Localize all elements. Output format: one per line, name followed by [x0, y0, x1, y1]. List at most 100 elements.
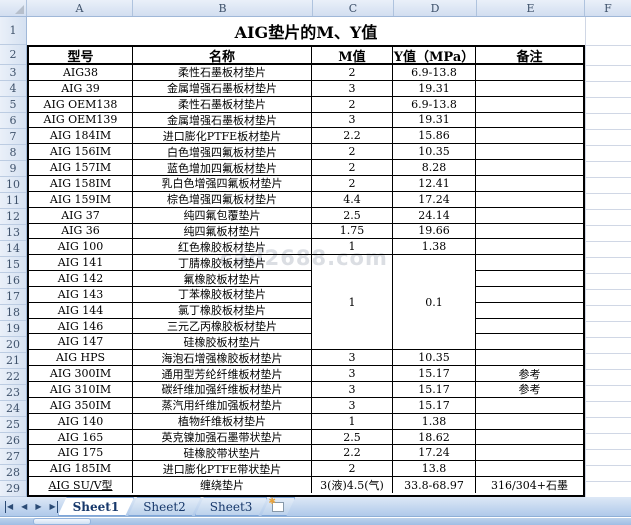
cell-y[interactable]: 15.17: [393, 397, 476, 414]
cell-name[interactable]: 乳白色增强四氟板材垫片: [133, 175, 312, 192]
cell-y[interactable]: 15.86: [393, 128, 476, 145]
cell-y[interactable]: 19.31: [393, 80, 476, 97]
cell-m[interactable]: 1: [312, 413, 393, 430]
cell-name[interactable]: 纯四氟板材垫片: [133, 223, 312, 240]
row-header[interactable]: 27: [0, 449, 26, 465]
cell-note[interactable]: [476, 398, 583, 414]
row-header[interactable]: 14: [0, 241, 26, 257]
cell-model[interactable]: AIG 185IM: [29, 461, 133, 478]
cell-m[interactable]: 2: [312, 175, 393, 192]
cell-model[interactable]: AIG 300IM: [29, 366, 133, 383]
cell-note[interactable]: 316/304+石墨: [491, 479, 568, 493]
cell-note[interactable]: [476, 97, 583, 113]
cell-model[interactable]: AIG OEM138: [29, 96, 133, 113]
cell-name[interactable]: 丁腈橡胶板材垫片: [133, 255, 312, 272]
cell-name[interactable]: 通用型芳纶纤维板材垫片: [133, 366, 312, 383]
cell-m[interactable]: 2.2: [312, 445, 393, 462]
cell-m[interactable]: 1: [312, 239, 393, 256]
cell-note[interactable]: [476, 461, 583, 478]
cell-m[interactable]: 2: [312, 96, 393, 113]
horizontal-scrollbar[interactable]: [0, 518, 631, 525]
cell-model[interactable]: AIG 142: [29, 271, 133, 287]
cell-note[interactable]: [476, 334, 583, 351]
cell-note[interactable]: [476, 160, 583, 176]
cell-y[interactable]: 24.14: [393, 207, 476, 224]
cell-m[interactable]: 3: [312, 112, 393, 129]
row-header[interactable]: 16: [0, 273, 26, 289]
cell-note[interactable]: [476, 430, 583, 446]
row-header[interactable]: 25: [0, 417, 26, 433]
cell-name[interactable]: 三元乙丙橡胶板材垫片: [133, 318, 312, 335]
cell-model[interactable]: AIG HPS: [29, 350, 133, 367]
cell-model[interactable]: AIG 146: [29, 318, 133, 335]
cell-y[interactable]: 15.17: [393, 366, 476, 383]
row-header[interactable]: 17: [0, 289, 26, 305]
cell-note[interactable]: [476, 255, 583, 272]
cell-m[interactable]: 2.2: [312, 128, 393, 145]
cell-model[interactable]: AIG SU/V型: [29, 477, 133, 493]
insert-worksheet-tab[interactable]: ✱: [261, 497, 295, 516]
cell-model[interactable]: AIG 310IM: [29, 382, 133, 398]
row-header[interactable]: 20: [0, 337, 26, 353]
cell-name[interactable]: 蓝色增加四氟板材垫片: [133, 160, 312, 176]
row-header[interactable]: 4: [0, 81, 26, 97]
cell-m[interactable]: 3: [312, 382, 393, 398]
header-m-value[interactable]: M值: [312, 47, 393, 65]
header-name[interactable]: 名称: [133, 47, 312, 65]
first-sheet-icon[interactable]: ◀: [5, 500, 14, 513]
select-all-corner[interactable]: [0, 0, 27, 16]
row-header[interactable]: 26: [0, 433, 26, 449]
row-header[interactable]: 12: [0, 209, 26, 225]
cell-name[interactable]: 柔性石墨板材垫片: [133, 96, 312, 113]
cell-name[interactable]: 金属增强石墨板材垫片: [133, 80, 312, 97]
row-header[interactable]: 22: [0, 369, 26, 385]
cell-y-merged[interactable]: 0.1: [393, 255, 476, 351]
cell-m[interactable]: 2.5: [312, 207, 393, 224]
row-header[interactable]: 29: [0, 481, 26, 497]
cell-m[interactable]: 2: [312, 160, 393, 176]
cell-y[interactable]: 6.9-13.8: [393, 96, 476, 113]
next-sheet-icon[interactable]: ▶: [35, 501, 42, 511]
row-header[interactable]: 15: [0, 257, 26, 273]
prev-sheet-icon[interactable]: ◀: [21, 501, 28, 511]
cell-model[interactable]: AIG OEM139: [29, 112, 133, 129]
cell-m[interactable]: 2.5: [312, 429, 393, 446]
cell-m[interactable]: 2: [312, 65, 393, 81]
cell-y[interactable]: 1.38: [393, 239, 476, 256]
row-header[interactable]: 28: [0, 465, 26, 481]
row-header[interactable]: 13: [0, 225, 26, 241]
header-model[interactable]: 型号: [29, 47, 133, 65]
horizontal-scrollbar-thumb[interactable]: [33, 518, 91, 525]
cell-model[interactable]: AIG 165: [29, 429, 133, 446]
cell-note[interactable]: [476, 414, 583, 430]
cell-model[interactable]: AIG 100: [29, 239, 133, 256]
cell-note[interactable]: [476, 271, 583, 287]
cell-y[interactable]: 12.41: [393, 175, 476, 192]
cell-name[interactable]: 英克镍加强石墨带状垫片: [133, 429, 312, 446]
cell-model[interactable]: AIG 159IM: [29, 191, 133, 208]
cell-model[interactable]: AIG 144: [29, 302, 133, 319]
cell-y[interactable]: 10.35: [393, 350, 476, 367]
cell-name[interactable]: 缠绕垫片: [133, 477, 312, 493]
cell-model[interactable]: AIG 36: [29, 223, 133, 240]
row-header[interactable]: 24: [0, 401, 26, 417]
cell-note[interactable]: 参考: [476, 382, 583, 398]
cell-model[interactable]: AIG 143: [29, 286, 133, 303]
cell-note[interactable]: 参考: [476, 366, 583, 383]
cell-model[interactable]: AIG 147: [29, 334, 133, 351]
cell-note[interactable]: [476, 350, 583, 367]
cell-model[interactable]: AIG 350IM: [29, 397, 133, 414]
cell-m[interactable]: 3: [312, 80, 393, 97]
cell-m[interactable]: 3(液)4.5(气): [312, 477, 393, 493]
cell-name[interactable]: 白色增强四氟板材垫片: [133, 144, 312, 161]
tab-sheet2[interactable]: Sheet2: [128, 497, 201, 516]
cell-name[interactable]: 丁苯橡胶板材垫片: [133, 286, 312, 303]
column-header-b[interactable]: B: [133, 0, 313, 16]
row-header[interactable]: 3: [0, 65, 26, 81]
cell-name[interactable]: 硅橡胶板材垫片: [133, 334, 312, 351]
cell-name[interactable]: 植物纤维板材垫片: [133, 413, 312, 430]
cell-note[interactable]: [476, 445, 583, 462]
header-y-value[interactable]: Y值（MPa）: [393, 47, 476, 65]
cell-note[interactable]: [476, 208, 583, 224]
tab-sheet3[interactable]: Sheet3: [195, 497, 268, 516]
